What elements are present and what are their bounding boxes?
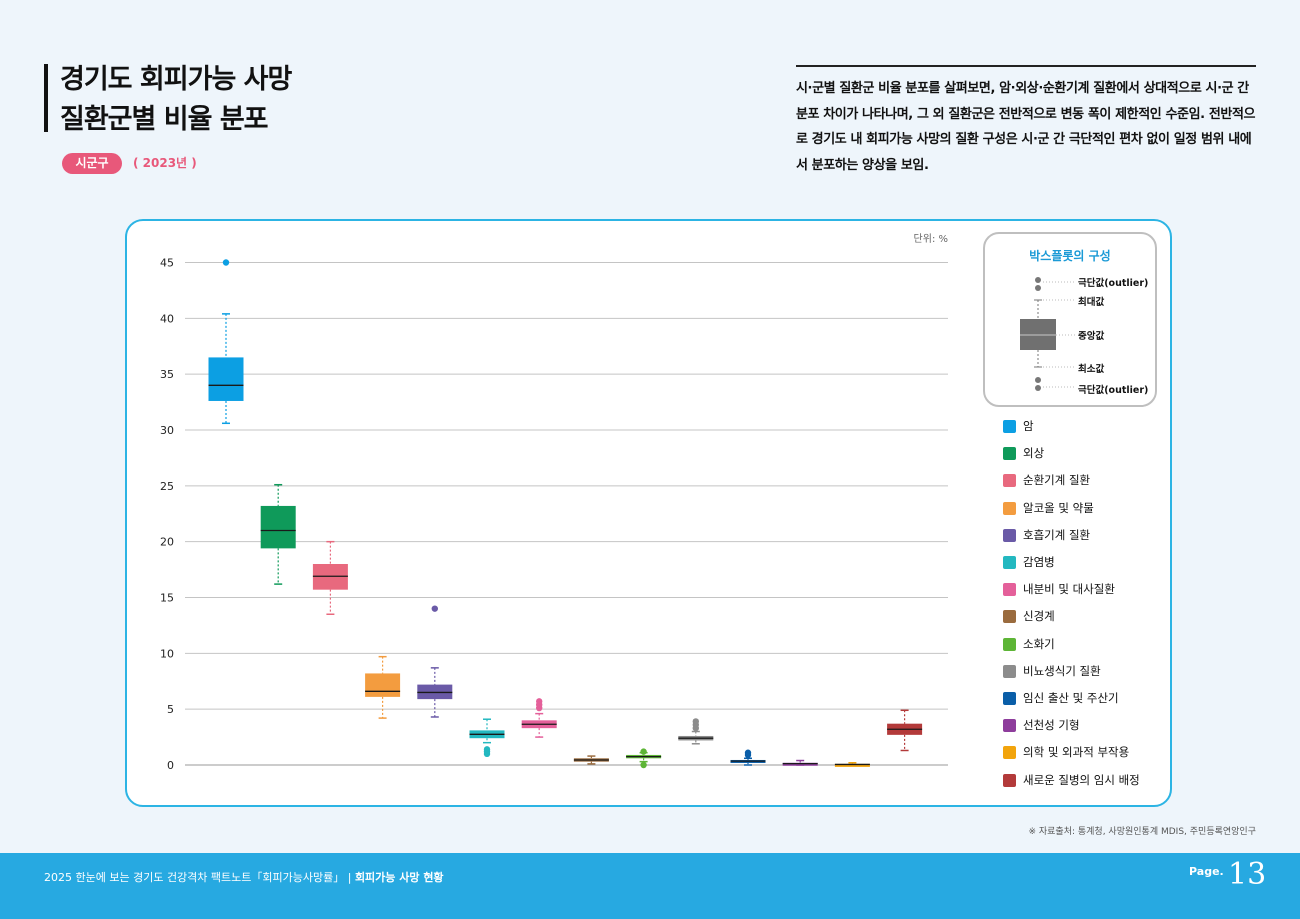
outlier-point: [744, 749, 752, 756]
description-rule: [796, 65, 1256, 67]
y-tick-label: 5: [167, 703, 174, 716]
key-outlier-top-1: [1035, 277, 1041, 283]
legend-label: 호흡기계 질환: [1023, 527, 1091, 542]
outlier-point: [222, 259, 230, 266]
legend-label: 신경계: [1023, 609, 1055, 624]
legend-label: 알코올 및 약물: [1023, 500, 1094, 515]
footer-bar: 2025 한눈에 보는 경기도 건강격차 팩트노트「회피가능사망률」 | 회피가…: [0, 853, 1300, 919]
legend-swatch: [1003, 692, 1016, 705]
page-number: 13: [1228, 857, 1267, 892]
y-tick-label: 45: [160, 257, 174, 270]
footer-section: 회피가능 사망 현황: [354, 871, 444, 884]
legend-swatch: [1003, 719, 1016, 733]
y-tick-label: 35: [160, 368, 174, 381]
legend-swatch: [1003, 746, 1016, 760]
legend-label: 임신 출산 및 주산기: [1023, 691, 1119, 705]
boxplot-key-title: 박스플롯의 구성: [1029, 249, 1111, 263]
legend-swatch: [1003, 447, 1016, 461]
key-label-median: 중앙값: [1078, 331, 1105, 342]
description-text: 시·군별 질환군 비율 분포를 살펴보면, 암·외상·순환기계 질환에서 상대적…: [796, 81, 1256, 173]
box-13: [834, 763, 870, 767]
year-label: ( 2023년 ): [133, 156, 197, 170]
y-tick-label: 30: [160, 424, 174, 437]
y-tick-label: 20: [160, 536, 174, 549]
box-1: [208, 357, 244, 401]
unit-label: 단위: %: [913, 234, 948, 245]
source-note: ※ 자료출처: 통계청, 사망원인통계 MDIS, 주민등록연앙인구: [1028, 827, 1256, 837]
legend-label: 소화기: [1023, 636, 1055, 651]
outlier-point: [431, 605, 438, 612]
legend-label: 비뇨생식기 질환: [1023, 663, 1101, 678]
outlier-point: [483, 750, 491, 758]
outlier-point: [536, 698, 543, 705]
key-label-outlier-top: 극단값(outlier): [1078, 278, 1149, 289]
boxplot-key-diagram: [1020, 277, 1075, 391]
legend-label: 내분비 및 대사질환: [1023, 582, 1115, 597]
key-outlier-bottom-1: [1035, 377, 1041, 383]
key-label-min: 최소값: [1078, 364, 1105, 375]
legend-label: 선천성 기형: [1023, 718, 1080, 733]
box-4: [365, 673, 401, 697]
legend-swatch: [1003, 637, 1016, 651]
key-label-outlier-bottom: 극단값(outlier): [1078, 385, 1149, 396]
outlier-point: [640, 761, 647, 769]
legend-swatch: [1003, 420, 1016, 433]
legend-label: 외상: [1023, 446, 1045, 461]
legend-label: 의학 및 외과적 부작용: [1023, 745, 1130, 760]
y-tick-label: 10: [160, 647, 174, 660]
legend-swatch: [1003, 528, 1016, 542]
legend-swatch: [1003, 773, 1016, 787]
legend-swatch: [1003, 474, 1016, 488]
y-tick-label: 25: [160, 480, 174, 493]
key-label-max: 최대값: [1078, 297, 1105, 308]
key-outlier-bottom-2: [1035, 385, 1041, 391]
legend-swatch: [1003, 556, 1016, 569]
legend-label: 순환기계 질환: [1023, 473, 1091, 488]
title-line-1: 경기도 회피가능 사망: [60, 64, 292, 95]
region-badge: 시군구: [62, 153, 122, 174]
y-tick-label: 0: [167, 759, 174, 772]
legend-swatch: [1003, 610, 1016, 624]
y-tick-label: 15: [160, 592, 174, 605]
footer-publication: 2025 한눈에 보는 경기도 건강격차 팩트노트「회피가능사망률」 |: [44, 871, 355, 884]
boxplot-key: 박스플롯의 구성 극단값(outlier) 최대값 중앙값 최소값 극단값(ou…: [983, 232, 1157, 407]
legend-label: 새로운 질병의 임시 배정: [1023, 772, 1140, 787]
title-accent-bar: [44, 64, 48, 132]
page-label: Page.: [1189, 865, 1224, 878]
page-title: 경기도 회피가능 사망 질환군별 비율 분포: [60, 60, 292, 140]
legend-label: 감염병: [1023, 555, 1055, 569]
outlier-point: [640, 748, 647, 755]
box-2: [260, 505, 296, 549]
legend-swatch: [1003, 501, 1016, 515]
key-outlier-top-2: [1035, 285, 1041, 291]
footer-text: 2025 한눈에 보는 경기도 건강격차 팩트노트「회피가능사망률」 | 회피가…: [44, 870, 444, 886]
title-line-2: 질환군별 비율 분포: [60, 104, 269, 135]
y-tick-label: 40: [160, 312, 174, 325]
legend-label: 암: [1023, 419, 1034, 433]
outlier-point: [692, 718, 699, 725]
legend-swatch: [1003, 583, 1016, 597]
legend-swatch: [1003, 664, 1016, 678]
